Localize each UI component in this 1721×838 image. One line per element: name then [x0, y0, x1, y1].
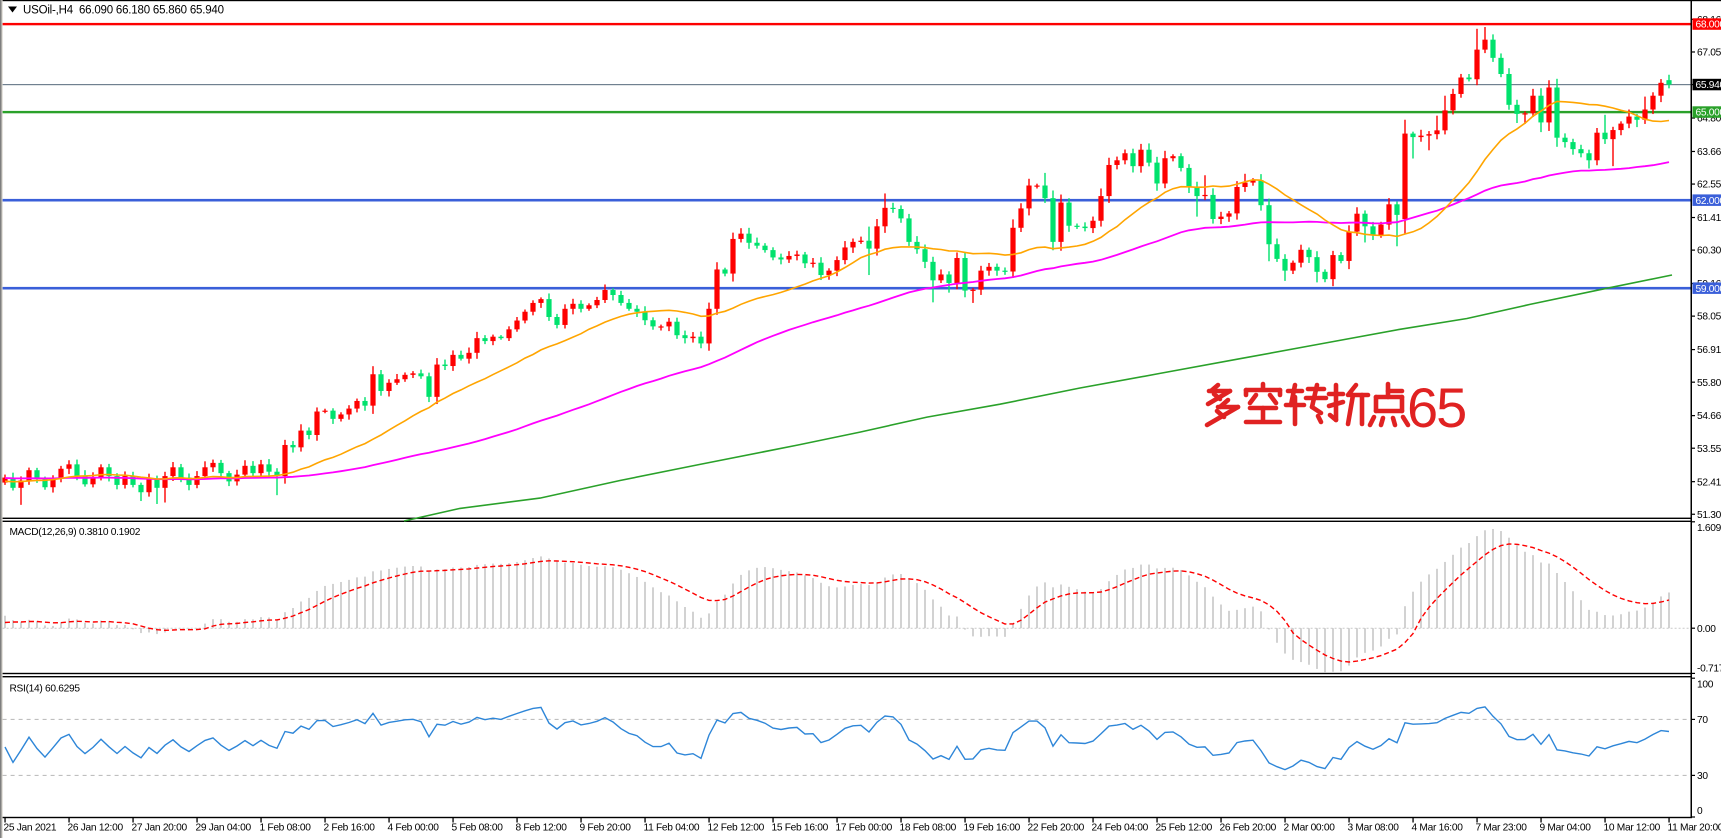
svg-text:56.910: 56.910 [1697, 345, 1721, 356]
svg-text:18 Feb 08:00: 18 Feb 08:00 [900, 823, 957, 834]
svg-text:19 Feb 16:00: 19 Feb 16:00 [964, 823, 1021, 834]
svg-text:8 Feb 12:00: 8 Feb 12:00 [516, 823, 568, 834]
svg-text:9 Feb 20:00: 9 Feb 20:00 [580, 823, 632, 834]
svg-text:67.050: 67.050 [1697, 48, 1721, 59]
svg-text:60.300: 60.300 [1697, 246, 1721, 257]
svg-text:11 Mar 20:00: 11 Mar 20:00 [1668, 823, 1721, 834]
svg-text:29 Jan 04:00: 29 Jan 04:00 [196, 823, 252, 834]
svg-text:RSI(14) 60.6295: RSI(14) 60.6295 [10, 684, 81, 695]
svg-text:65.000: 65.000 [1696, 108, 1721, 119]
svg-text:3 Mar 08:00: 3 Mar 08:00 [1348, 823, 1400, 834]
svg-text:1 Feb 08:00: 1 Feb 08:00 [260, 823, 312, 834]
svg-text:63.660: 63.660 [1697, 147, 1721, 158]
svg-text:2 Mar 00:00: 2 Mar 00:00 [1284, 823, 1336, 834]
svg-text:USOil-,H4 66.090 66.180 65.86: USOil-,H4 66.090 66.180 65.860 65.940 [23, 5, 224, 17]
svg-text:62.550: 62.550 [1697, 180, 1721, 191]
svg-text:58.050: 58.050 [1697, 312, 1721, 323]
svg-text:68.000: 68.000 [1696, 20, 1721, 31]
svg-text:10 Mar 12:00: 10 Mar 12:00 [1604, 823, 1661, 834]
svg-text:17 Feb 00:00: 17 Feb 00:00 [836, 823, 893, 834]
svg-text:100: 100 [1697, 680, 1714, 691]
svg-text:70: 70 [1697, 715, 1708, 726]
svg-text:65.940: 65.940 [1696, 80, 1721, 91]
svg-text:22 Feb 20:00: 22 Feb 20:00 [1028, 823, 1085, 834]
svg-text:2 Feb 16:00: 2 Feb 16:00 [324, 823, 376, 834]
svg-text:4 Feb 00:00: 4 Feb 00:00 [388, 823, 440, 834]
svg-text:24 Feb 04:00: 24 Feb 04:00 [1092, 823, 1149, 834]
svg-text:64.800: 64.800 [1697, 114, 1721, 125]
svg-text:55.800: 55.800 [1697, 378, 1721, 389]
svg-text:59.000: 59.000 [1696, 284, 1721, 295]
svg-text:65: 65 [1407, 376, 1465, 439]
svg-text:-0.7173: -0.7173 [1697, 663, 1721, 674]
svg-text:11 Feb 04:00: 11 Feb 04:00 [644, 823, 700, 834]
svg-text:30: 30 [1697, 771, 1708, 782]
svg-text:51.300: 51.300 [1697, 510, 1721, 521]
svg-text:12 Feb 12:00: 12 Feb 12:00 [708, 823, 765, 834]
svg-text:53.550: 53.550 [1697, 444, 1721, 455]
svg-text:5 Feb 08:00: 5 Feb 08:00 [452, 823, 504, 834]
svg-text:4 Mar 16:00: 4 Mar 16:00 [1412, 823, 1464, 834]
svg-text:54.660: 54.660 [1697, 411, 1721, 422]
svg-text:0.00: 0.00 [1697, 624, 1716, 635]
svg-text:25 Feb 12:00: 25 Feb 12:00 [1156, 823, 1213, 834]
svg-text:0: 0 [1697, 806, 1703, 817]
svg-text:61.410: 61.410 [1697, 213, 1721, 224]
svg-text:15 Feb 16:00: 15 Feb 16:00 [772, 823, 829, 834]
svg-text:27 Jan 20:00: 27 Jan 20:00 [132, 823, 188, 834]
svg-text:9 Mar 04:00: 9 Mar 04:00 [1540, 823, 1592, 834]
svg-text:62.000: 62.000 [1696, 196, 1721, 207]
svg-text:1.6093: 1.6093 [1697, 523, 1721, 534]
svg-text:MACD(12,26,9) 0.3810 0.1902: MACD(12,26,9) 0.3810 0.1902 [10, 527, 141, 538]
svg-text:25 Jan 2021: 25 Jan 2021 [4, 823, 57, 834]
svg-text:52.410: 52.410 [1697, 477, 1721, 488]
svg-text:26 Feb 20:00: 26 Feb 20:00 [1220, 823, 1277, 834]
svg-text:7 Mar 23:00: 7 Mar 23:00 [1476, 823, 1528, 834]
svg-text:26 Jan 12:00: 26 Jan 12:00 [68, 823, 124, 834]
